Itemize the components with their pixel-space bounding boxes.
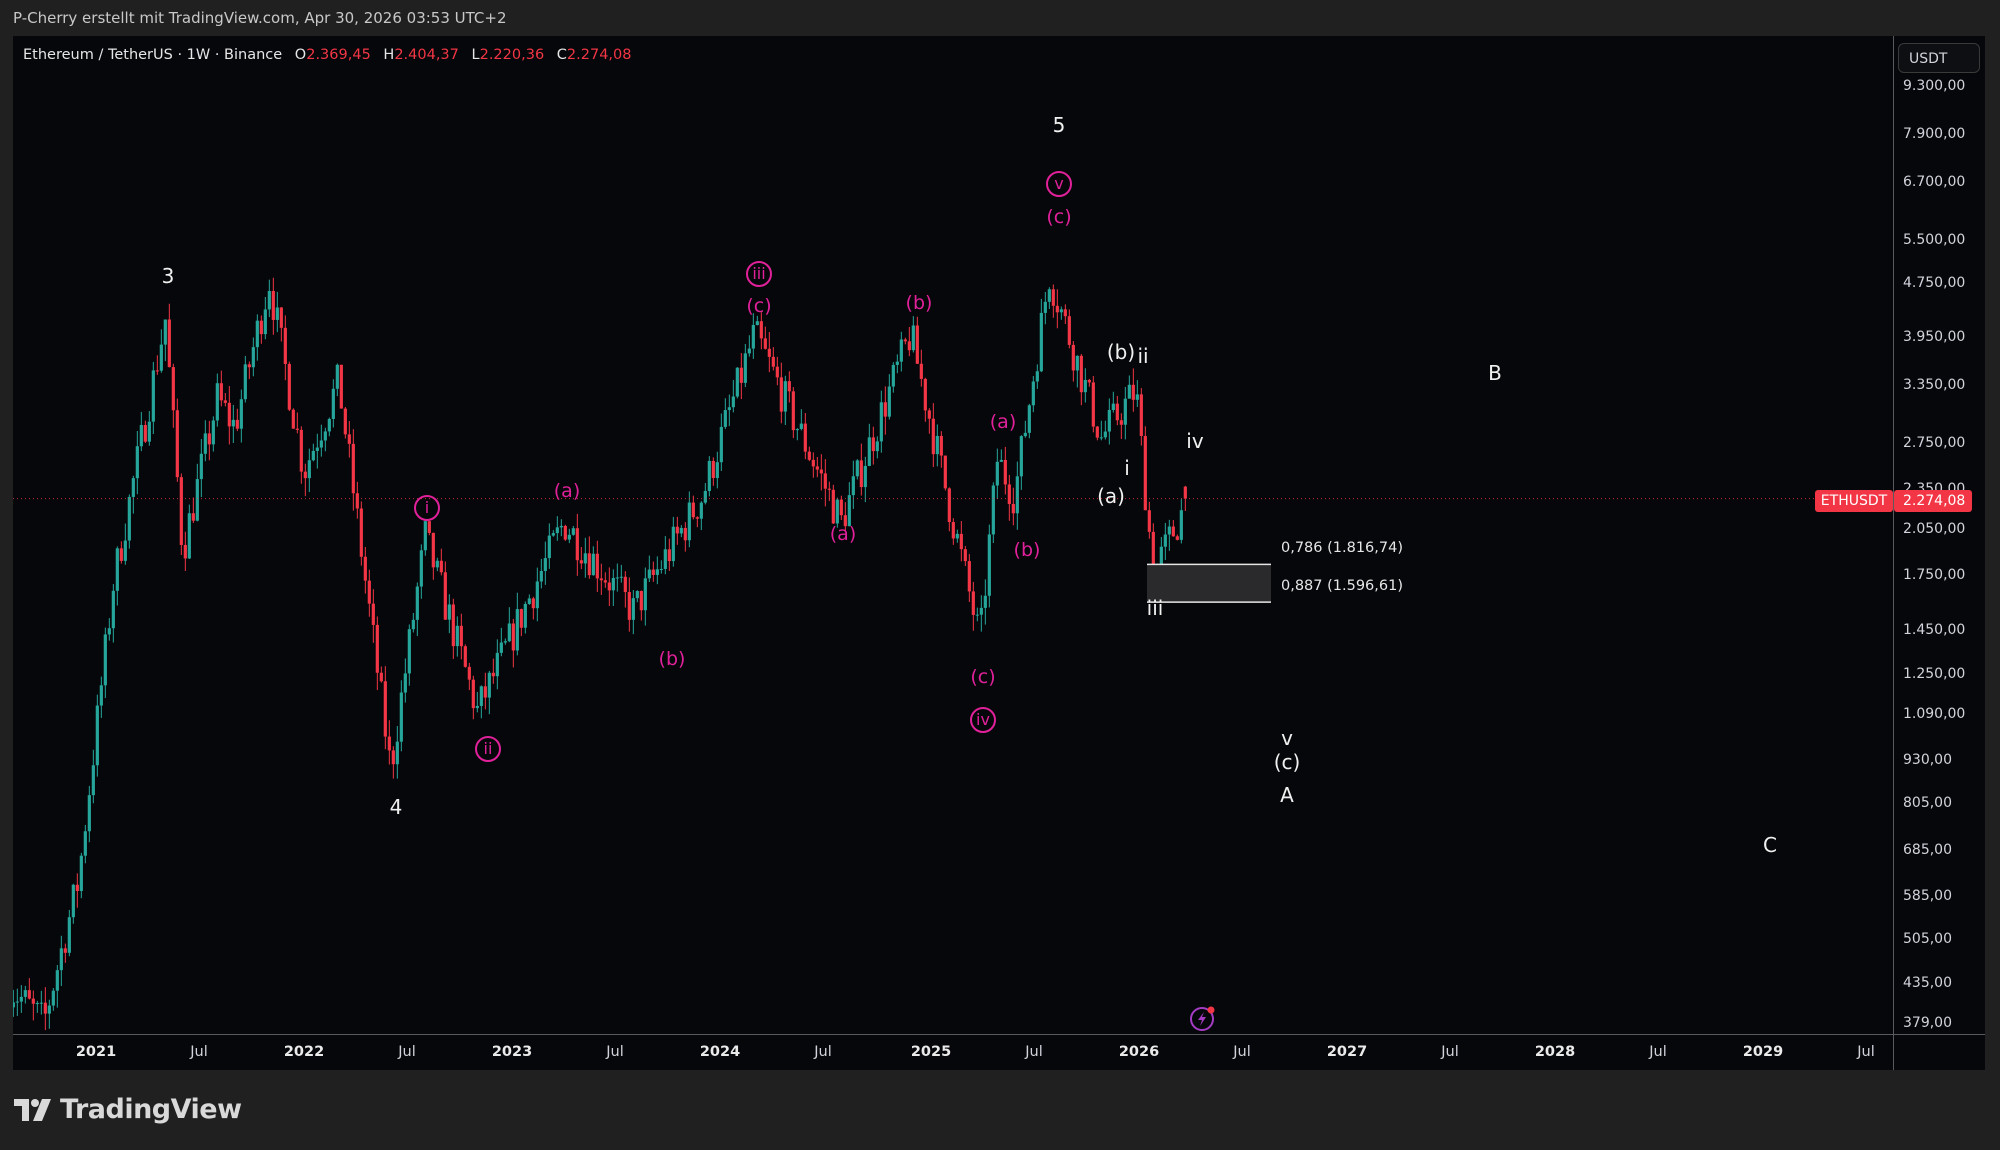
wave-label[interactable]: ii [1137, 344, 1149, 368]
wave-label[interactable]: C [1763, 833, 1777, 857]
time-label: 2021 [75, 1044, 117, 1060]
time-label: Jul [1025, 1044, 1043, 1060]
wave-label[interactable]: (b) [658, 648, 686, 670]
symbol-title: Ethereum / TetherUS · 1W · Binance [23, 47, 283, 63]
axis-corner [1893, 1034, 1985, 1070]
chart-pane[interactable] [13, 36, 1893, 1034]
fib-level-label: 0,887 (1.596,61) [1281, 578, 1404, 595]
wave-label[interactable]: v [1281, 726, 1293, 750]
wave-label[interactable]: (c) [1273, 750, 1301, 774]
time-label: Jul [606, 1044, 624, 1060]
price-label: 805,00 [1903, 794, 1952, 811]
wave-label[interactable]: (b) [1106, 340, 1136, 364]
chart-attribution: P-Cherry erstellt mit TradingView.com, A… [13, 9, 507, 27]
wave-label[interactable]: (a) [1097, 484, 1125, 508]
wave-label[interactable]: (a) [829, 523, 857, 545]
lightning-icon[interactable] [1189, 1004, 1217, 1032]
price-label: 1.250,00 [1903, 665, 1966, 682]
wave-label[interactable]: iii [1146, 596, 1164, 620]
time-label: Jul [1857, 1044, 1875, 1060]
time-label: Jul [190, 1044, 208, 1060]
wave-label[interactable]: B [1488, 361, 1502, 385]
wave-label[interactable]: (a) [989, 411, 1017, 433]
low-value: 2.220,36 [479, 47, 545, 63]
time-label: 2022 [283, 1044, 325, 1060]
price-label: 1.090,00 [1903, 705, 1966, 722]
high-label: H [383, 47, 395, 63]
wave-label[interactable]: 4 [389, 795, 403, 819]
price-label: 3.350,00 [1903, 377, 1966, 394]
time-label: 2024 [699, 1044, 741, 1060]
price-axis[interactable] [1893, 36, 1985, 1034]
high-value: 2.404,37 [394, 47, 459, 63]
open-value: 2.369,45 [306, 47, 371, 63]
price-label: 6.700,00 [1903, 174, 1966, 191]
time-label: 2023 [491, 1044, 533, 1060]
tradingview-logo-icon [14, 1098, 51, 1121]
price-label: 379,00 [1903, 1015, 1952, 1032]
time-label: 2028 [1534, 1044, 1576, 1060]
wave-label[interactable]: i [1124, 456, 1130, 480]
time-label: Jul [1233, 1044, 1251, 1060]
tradingview-logo[interactable]: TradingView [14, 1094, 242, 1125]
wave-label[interactable]: iv [1186, 429, 1204, 453]
last-price-tag: 2.274,08 [1894, 490, 1972, 512]
time-label: 2029 [1742, 1044, 1784, 1060]
wave-label[interactable]: (c) [746, 295, 772, 317]
price-label: 9.300,00 [1903, 78, 1966, 95]
wave-label[interactable]: v [1046, 171, 1072, 197]
wave-label[interactable]: iv [970, 707, 996, 733]
price-label: 1.750,00 [1903, 567, 1966, 584]
time-label: Jul [814, 1044, 832, 1060]
wave-label[interactable]: (b) [1013, 539, 1041, 561]
time-axis[interactable] [13, 1034, 1893, 1070]
time-label: Jul [1441, 1044, 1459, 1060]
price-label: 2.750,00 [1903, 435, 1966, 451]
symbol-legend: Ethereum / TetherUS · 1W · Binance O2.36… [23, 47, 631, 63]
price-label: 4.750,00 [1903, 275, 1966, 292]
wave-label[interactable]: (a) [553, 480, 581, 502]
price-label: 505,00 [1903, 931, 1952, 948]
wave-label[interactable]: ii [475, 736, 501, 762]
currency-button[interactable]: USDT [1898, 43, 1980, 73]
price-label: 930,00 [1903, 752, 1952, 769]
symbol-price-tag: ETHUSDT [1815, 490, 1893, 512]
time-label: Jul [1649, 1044, 1667, 1060]
close-value: 2.274,08 [566, 47, 632, 63]
wave-label[interactable]: (b) [905, 292, 933, 314]
wave-label[interactable]: A [1280, 783, 1294, 807]
time-label: 2025 [910, 1044, 952, 1060]
wave-label[interactable]: i [414, 495, 440, 521]
fib-level-label: 0,786 (1.816,74) [1281, 540, 1404, 557]
price-label: 5.500,00 [1903, 232, 1966, 249]
wave-label[interactable]: 5 [1052, 113, 1066, 137]
wave-label[interactable]: 3 [161, 264, 175, 288]
price-label: 685,00 [1903, 841, 1952, 858]
price-label: 7.900,00 [1903, 126, 1966, 143]
wave-label[interactable]: (c) [970, 666, 996, 688]
price-label: 3.950,00 [1903, 329, 1966, 345]
open-label: O [294, 47, 307, 63]
time-label: 2026 [1118, 1044, 1160, 1060]
brand-name: TradingView [60, 1094, 242, 1125]
wave-label[interactable]: (c) [1046, 206, 1072, 228]
time-label: 2027 [1326, 1044, 1368, 1060]
price-label: 2.050,00 [1903, 520, 1966, 537]
close-label: C [556, 47, 567, 63]
price-label: 1.450,00 [1903, 622, 1966, 639]
wave-label[interactable]: iii [746, 261, 772, 287]
candlestick-series [13, 277, 1893, 1031]
time-label: Jul [398, 1044, 416, 1060]
price-label: 435,00 [1903, 974, 1952, 991]
low-label: L [471, 47, 480, 63]
price-label: 585,00 [1903, 888, 1952, 905]
